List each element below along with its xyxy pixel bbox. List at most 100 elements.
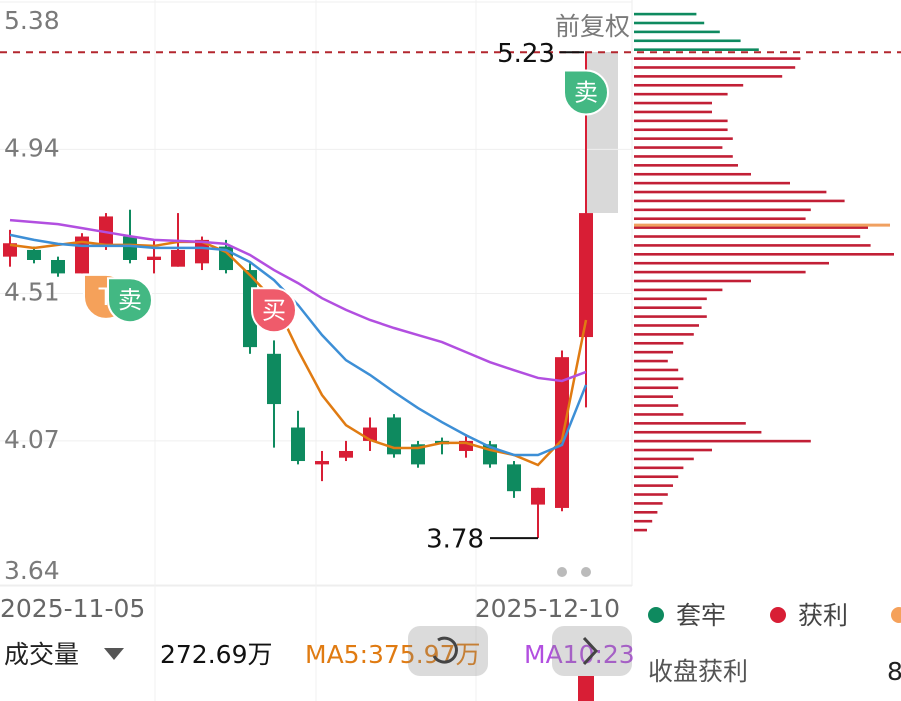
candle-body (291, 427, 305, 462)
chip-bar (634, 155, 733, 158)
chip-bar (634, 137, 733, 140)
volume-ma10: MA10:23 (524, 640, 635, 669)
reset-button[interactable] (408, 626, 488, 676)
legend-label[interactable]: 套牢 (676, 601, 726, 630)
page-dot (557, 567, 567, 577)
stat-value: 8 (887, 657, 901, 686)
legend-dot (648, 607, 664, 623)
candle-body (411, 444, 425, 465)
chip-bar (634, 324, 699, 327)
candle-body (555, 357, 569, 508)
x-tick-label: 2025-12-10 (475, 594, 620, 623)
chip-bar (634, 39, 741, 43)
stat-label: 收盘获利 (648, 657, 748, 686)
legend-dot (891, 607, 901, 623)
signal-badge (563, 69, 609, 116)
candle-body (387, 417, 401, 455)
chip-bar (634, 502, 663, 505)
volume-selector[interactable]: 成交量 (4, 640, 79, 669)
volume-bar (578, 676, 594, 701)
y-tick-label: 5.38 (4, 6, 60, 35)
chip-bar (634, 359, 668, 363)
chip-bar (634, 208, 811, 212)
chip-bar (634, 315, 707, 318)
signal-badge (107, 277, 153, 324)
chip-bar (634, 21, 705, 25)
chip-bar (634, 30, 720, 34)
chip-bar (634, 511, 658, 514)
next-icon[interactable] (582, 636, 599, 666)
chip-bar (634, 404, 679, 407)
chip-bar (634, 448, 712, 452)
chip-bar (634, 172, 751, 176)
signal-badge (251, 287, 297, 334)
signal-label: 卖 (118, 286, 142, 314)
candle-body (123, 236, 137, 260)
chip-bar (634, 350, 673, 354)
chip-bar (634, 12, 697, 16)
next-button[interactable] (552, 626, 632, 676)
chip-bar (634, 439, 811, 443)
chip-bar (634, 75, 783, 78)
chip-bar (634, 493, 668, 496)
chip-bar (634, 190, 827, 194)
volume-value: 272.69万 (160, 640, 272, 669)
chip-bar (634, 466, 684, 470)
chip-bar (634, 253, 894, 256)
chip-bar (634, 297, 707, 301)
ma-line (9, 218, 587, 383)
candle-body (579, 213, 593, 338)
high-label: 5.23 (497, 39, 555, 69)
chip-bar (634, 413, 684, 416)
chip-bar (634, 288, 723, 292)
chip-bar (634, 57, 801, 60)
chip-bar (634, 199, 845, 203)
candle-body (531, 487, 545, 505)
chip-bar (634, 528, 647, 532)
y-tick-label: 4.94 (4, 133, 60, 162)
chip-bar (634, 386, 679, 390)
chip-bar (634, 244, 871, 247)
signal-label: 卖 (574, 78, 598, 106)
chip-bar (634, 270, 806, 274)
chip-bar (634, 279, 751, 283)
candle-body (195, 239, 209, 264)
chip-bar (634, 484, 673, 487)
chip-bar (634, 119, 728, 123)
chip-bar (634, 128, 728, 132)
candle-body (339, 450, 353, 458)
candle-body (507, 464, 521, 492)
volume-ma5: MA5:375.97万 (305, 640, 480, 669)
chip-bar (634, 457, 694, 461)
price-mode: 前复权 (555, 12, 630, 41)
chip-bar (634, 66, 796, 69)
chip-bar (634, 146, 723, 149)
y-tick-label: 4.07 (4, 425, 60, 454)
candle-body (267, 353, 281, 405)
plot: 5.384.944.514.073.645.233.78T 卖买卖 (0, 1, 901, 586)
chip-bar (634, 48, 759, 51)
chip-bar (634, 164, 738, 167)
reset-icon[interactable] (432, 636, 458, 664)
chip-bar (634, 430, 762, 434)
chip-bar (634, 92, 728, 96)
y-tick-label: 4.51 (4, 278, 60, 307)
chip-bar (634, 101, 712, 105)
dropdown-icon[interactable] (104, 648, 124, 660)
y-tick-label: 3.64 (4, 556, 60, 585)
chip-bar (634, 306, 702, 309)
chip-bar (634, 395, 673, 398)
chip-bar (634, 83, 744, 87)
chip-bar (634, 110, 712, 114)
chip-bar (634, 368, 679, 372)
ma-line (9, 233, 588, 457)
low-label: 3.78 (426, 525, 484, 555)
chip-bar (634, 226, 868, 229)
signal-label: 买 (262, 296, 286, 324)
chip-bar (634, 377, 684, 381)
chip-bar (634, 475, 679, 479)
chip-bar (634, 519, 653, 523)
legend-label[interactable]: 获利 (798, 601, 848, 630)
chip-bar (634, 333, 694, 336)
